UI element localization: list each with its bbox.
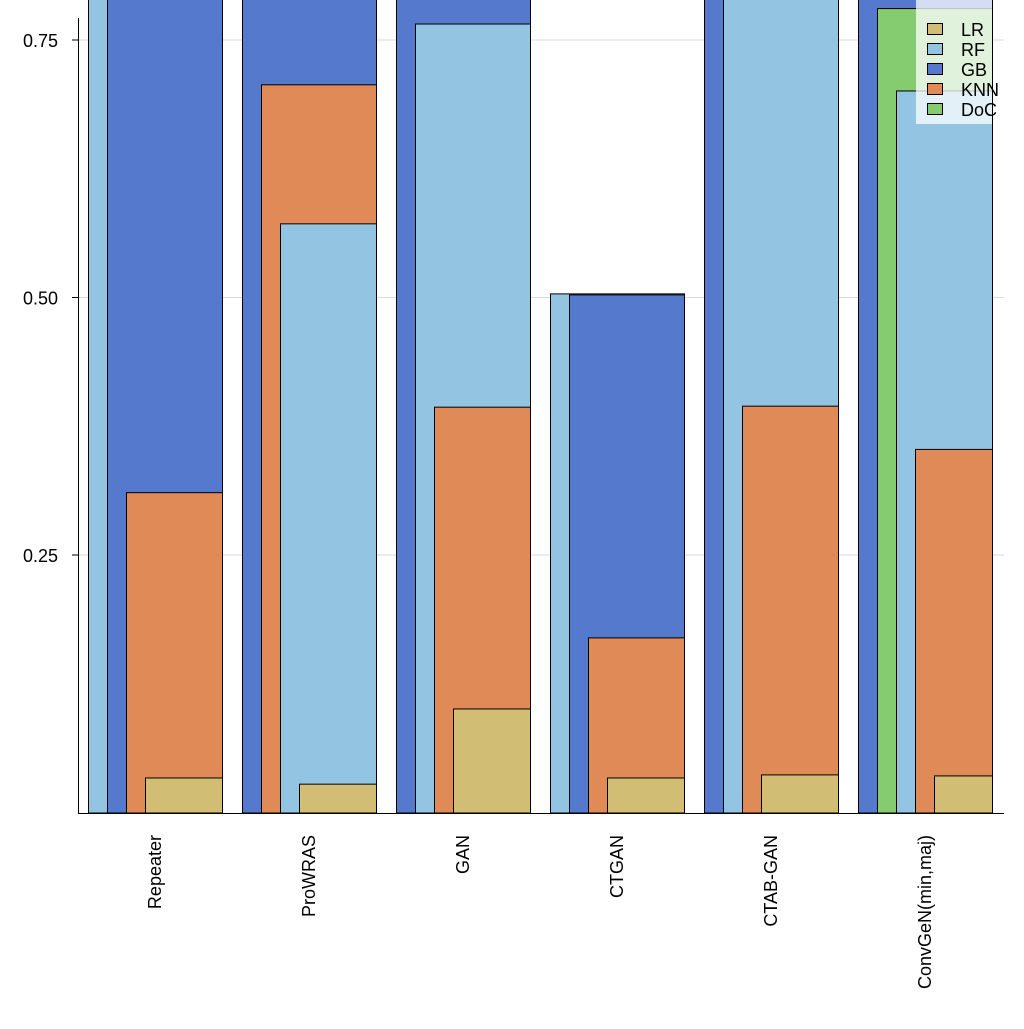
legend-label: LR — [961, 20, 984, 40]
legend-swatch-rf — [927, 43, 943, 55]
y-tick-labels: 0.25 0.50 0.75 — [23, 31, 78, 566]
x-tick-label: Repeater — [145, 835, 165, 909]
legend-label: DoC — [961, 100, 997, 120]
gridlines — [79, 39, 1004, 556]
legend-swatch-gb — [927, 63, 943, 75]
bar-lr — [453, 708, 531, 814]
axes — [78, 18, 1004, 814]
legend-label: KNN — [961, 80, 999, 100]
bar-knn — [742, 405, 839, 814]
x-tick-label: CTGAN — [607, 835, 627, 898]
x-tick-labels: Repeater ProWRAS GAN CTGAN CTAB-GAN ConvGeN(m… — [145, 835, 935, 989]
bar-knn — [126, 492, 223, 814]
legend-swatch-doc — [927, 103, 943, 115]
x-tick-label: GAN — [453, 835, 473, 874]
legend-label: RF — [961, 40, 985, 60]
legend-swatch-knn — [927, 83, 943, 95]
legend-label: GB — [961, 60, 987, 80]
bar-lr — [299, 783, 377, 814]
bar-lr — [145, 777, 223, 814]
bar-lr — [934, 775, 993, 814]
x-tick-label: ProWRAS — [299, 835, 319, 917]
bar-lr — [607, 777, 685, 814]
bar-knn — [915, 448, 993, 814]
bar-lr — [761, 774, 839, 814]
bar-rf — [280, 223, 377, 814]
y-tick-label: 0.25 — [23, 546, 58, 566]
x-tick-label: ConvGeN(min,maj) — [915, 835, 935, 989]
y-tick-label: 0.50 — [23, 289, 58, 309]
x-tick-label: CTAB-GAN — [761, 835, 781, 927]
legend-swatch-lr — [927, 23, 943, 35]
bars — [88, 0, 993, 814]
y-tick-label: 0.75 — [23, 31, 58, 51]
